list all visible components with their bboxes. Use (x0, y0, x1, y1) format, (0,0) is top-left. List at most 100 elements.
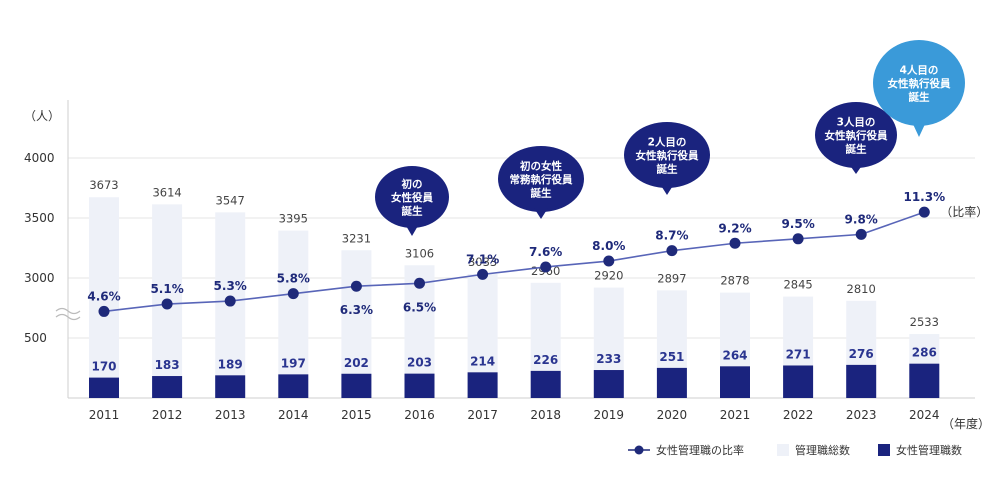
ratio-point (540, 261, 552, 273)
x-tick-label: 2014 (278, 408, 309, 422)
bar-female-managers (909, 363, 940, 398)
ratio-value-label: 5.1% (150, 282, 183, 296)
legend-ratio-marker (634, 445, 644, 455)
y-tick-label: 4000 (24, 151, 55, 165)
ratio-value-label: 6.3% (340, 303, 373, 317)
female-value-label: 197 (281, 356, 306, 370)
x-tick-label: 2020 (657, 408, 688, 422)
female-value-label: 226 (533, 353, 558, 367)
bar-female-managers (783, 365, 814, 398)
bar-female-managers (89, 377, 119, 398)
legend-label-total: 管理職総数 (795, 443, 850, 457)
female-value-label: 183 (155, 358, 180, 372)
ratio-point (98, 305, 110, 317)
ratio-value-label: 8.0% (592, 239, 625, 253)
bar-female-managers (404, 373, 435, 398)
ratio-point (287, 288, 299, 300)
x-axis-unit: （年度） (942, 416, 990, 431)
bar-female-managers (215, 375, 246, 398)
ratio-point (792, 233, 804, 245)
ratio-point (350, 280, 362, 292)
ratio-unit: （比率） (940, 204, 988, 219)
bubble-text: 初の (402, 178, 423, 191)
bubble-text: 誕生 (846, 143, 867, 156)
x-tick-label: 2018 (530, 408, 561, 422)
bubble-text: 女性執行役員 (636, 149, 699, 162)
bubble-shape (498, 146, 584, 212)
bubble-pointer (660, 184, 674, 195)
bubble-shape (873, 40, 965, 126)
bubble-pointer (405, 224, 419, 236)
ratio-line (103, 211, 925, 313)
female-value-label: 251 (659, 350, 684, 364)
total-value-label: 2897 (657, 271, 686, 285)
total-value-label: 3033 (468, 255, 497, 269)
legend-female-swatch (878, 444, 890, 456)
bar-total-managers (278, 230, 309, 398)
bar-female-managers (656, 367, 687, 398)
total-value-label: 3547 (216, 193, 245, 207)
ratio-value-label: 5.8% (277, 272, 310, 286)
bar-female-managers (467, 372, 498, 398)
ratio-point (224, 295, 236, 307)
bar-female-managers (530, 370, 561, 398)
ratio-value-label: 11.3% (903, 190, 945, 204)
bubble-text: 女性役員 (391, 191, 433, 204)
female-value-label: 233 (596, 352, 621, 366)
ratio-value-label: 4.6% (87, 289, 120, 303)
ratio-point (666, 245, 678, 257)
female-value-label: 203 (407, 356, 432, 370)
bubble-text: 女性執行役員 (888, 77, 951, 90)
ratio-value-label: 7.6% (529, 245, 562, 259)
bar-female-managers (720, 366, 750, 398)
total-value-label: 2810 (847, 282, 876, 296)
bubble-pointer (912, 122, 926, 137)
ratio-value-label: 9.2% (718, 221, 751, 235)
ratio-value-label: 5.3% (214, 279, 247, 293)
axis-break-mark (55, 313, 81, 321)
x-tick-label: 2017 (467, 408, 498, 422)
total-value-label: 2845 (783, 278, 812, 292)
x-tick-label: 2019 (594, 408, 625, 422)
bubble-text: 誕生 (531, 187, 552, 200)
female-value-label: 189 (218, 357, 243, 371)
bubble-shape (624, 122, 710, 188)
ratio-point (414, 277, 425, 289)
bar-female-managers (341, 373, 372, 398)
bar-total-managers (89, 197, 119, 398)
total-value-label: 3673 (89, 178, 118, 192)
ratio-value-label: 8.7% (655, 229, 688, 243)
bar-female-managers (846, 364, 877, 398)
ratio-value-label: 7.1% (466, 252, 499, 266)
x-tick-label: 2022 (783, 408, 814, 422)
bubble-text: 誕生 (909, 91, 930, 104)
x-tick-label: 2024 (909, 408, 940, 422)
bubble-shape (815, 102, 897, 168)
ratio-point (161, 298, 173, 310)
bubble-text: 3人目の (837, 116, 876, 129)
total-value-label: 3231 (342, 231, 371, 245)
x-tick-label: 2016 (404, 408, 435, 422)
bubble-pointer (849, 164, 863, 174)
x-tick-label: 2011 (89, 408, 120, 422)
total-value-label: 3614 (152, 185, 181, 199)
female-value-label: 276 (849, 347, 874, 361)
legend-label-ratio: 女性管理職の比率 (656, 443, 744, 457)
ratio-point (477, 268, 489, 280)
bubble-text: 誕生 (402, 205, 423, 218)
total-value-label: 3395 (279, 212, 308, 226)
bubble-text: 常務執行役員 (510, 173, 573, 186)
ratio-value-label: 9.8% (845, 212, 878, 226)
legend-total-swatch (777, 444, 789, 456)
x-tick-label: 2012 (152, 408, 183, 422)
bar-female-managers (278, 374, 309, 398)
bubble-text: 誕生 (657, 163, 678, 176)
bubble-pointer (534, 208, 548, 219)
total-value-label: 2920 (594, 269, 623, 283)
total-value-label: 3106 (405, 246, 434, 260)
